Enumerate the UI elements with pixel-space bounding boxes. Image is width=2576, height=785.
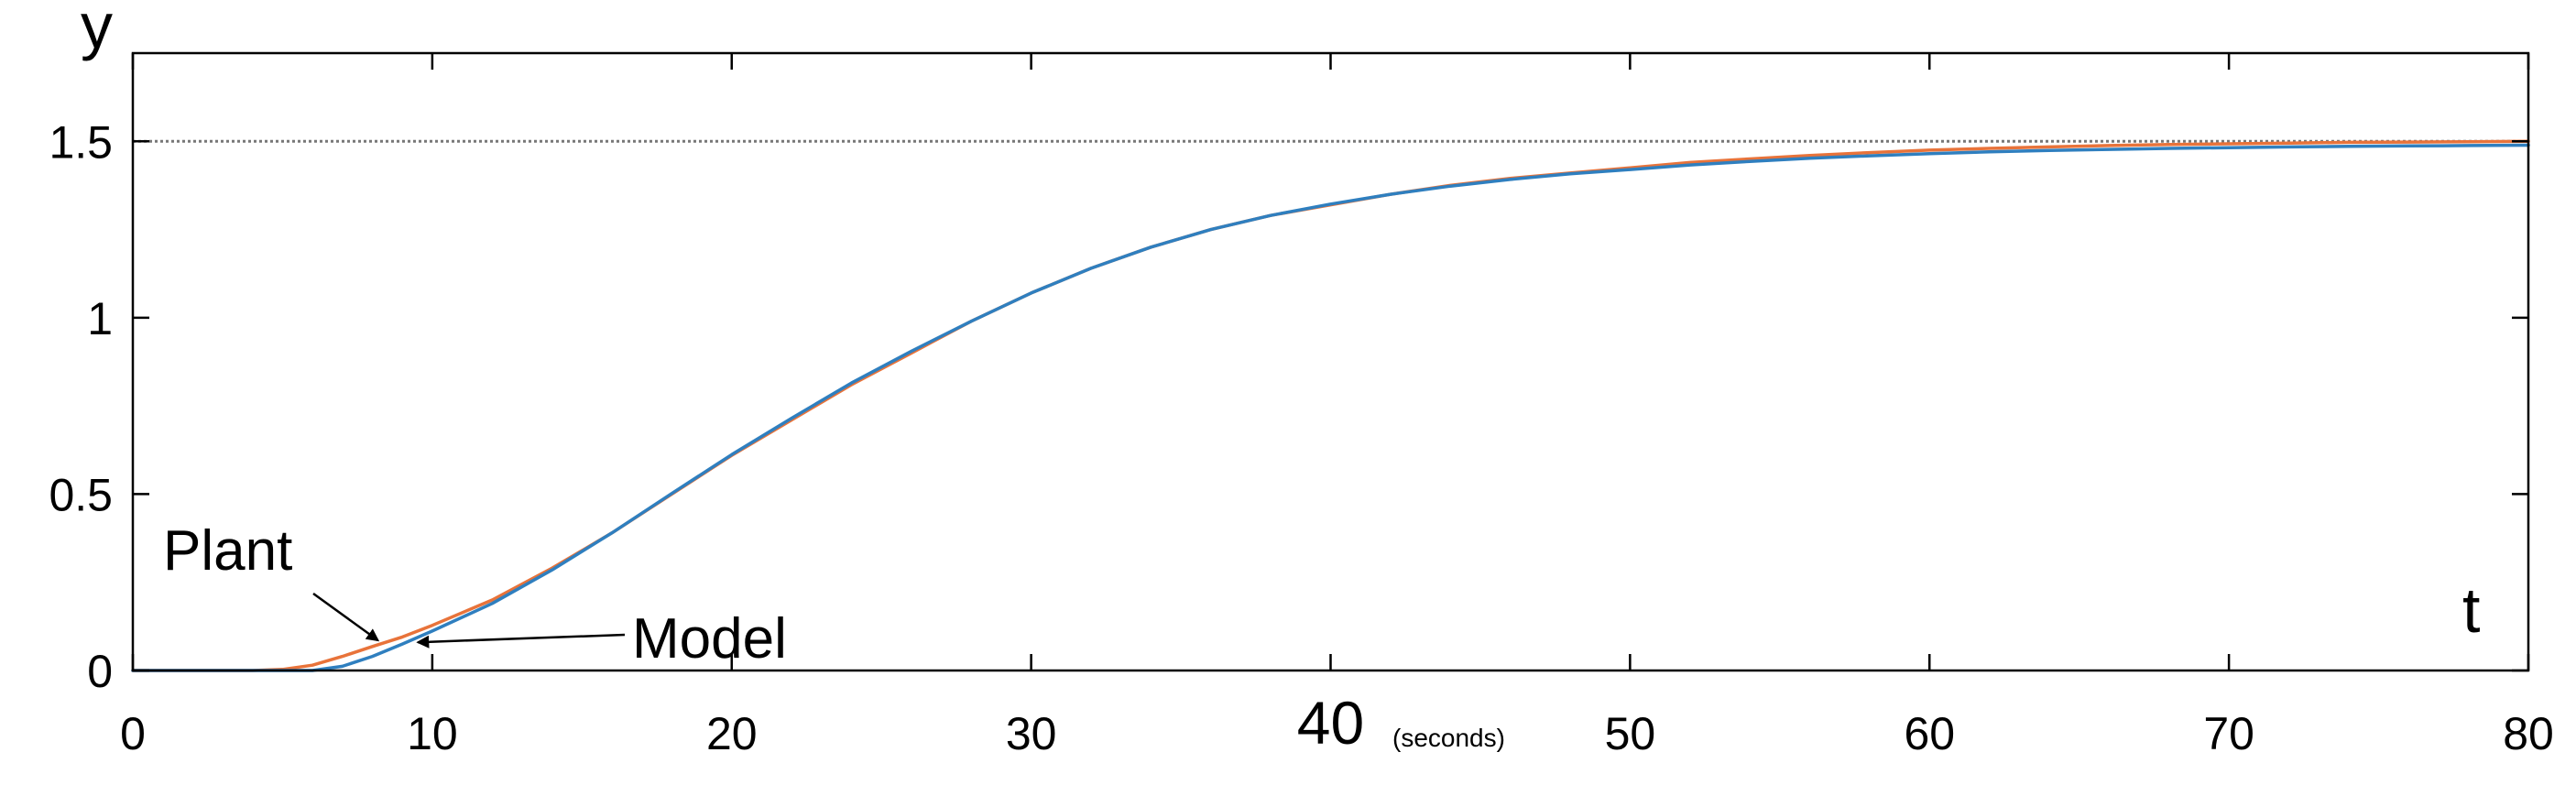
x-tick-label: 70 (2203, 708, 2254, 759)
x-tick-label: 10 (407, 708, 458, 759)
x-tick-label: 50 (1605, 708, 1656, 759)
y-tick-label: 1 (87, 293, 113, 344)
x-tick-label: 30 (1006, 708, 1057, 759)
y-tick-label: 0 (87, 646, 113, 697)
model-annotation-arrow (416, 633, 626, 649)
x-tick-label: 60 (1904, 708, 1955, 759)
y-tick-label: 0.5 (49, 469, 113, 520)
series-line-plant (131, 139, 2530, 672)
y-tick-label: 1.5 (49, 116, 113, 168)
plant-annotation-arrow (312, 592, 380, 642)
x-axis-unit-label: (seconds) (1392, 724, 1505, 752)
x-axis-label: t (2462, 574, 2480, 646)
model-annotation-label: Model (632, 607, 787, 671)
y-axis-label: y (81, 0, 113, 61)
series-line-model (131, 143, 2530, 672)
x-tick-label: 20 (706, 708, 758, 759)
x-tick-label: 40 (1297, 689, 1364, 757)
x-tick-label: 0 (120, 708, 146, 759)
plant-annotation-label: Plant (163, 519, 292, 583)
x-tick-label: 80 (2503, 708, 2554, 759)
